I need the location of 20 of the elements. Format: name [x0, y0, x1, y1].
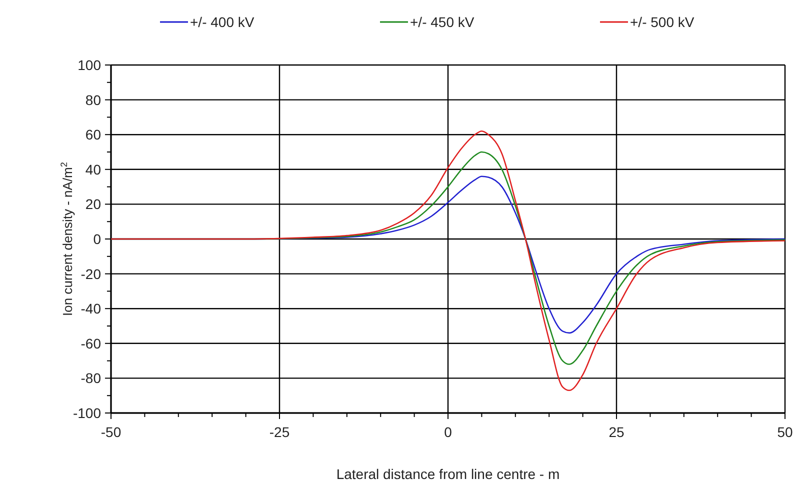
y-tick-label: 20 — [85, 196, 102, 212]
x-tick-label: 0 — [444, 424, 452, 440]
x-tick-label: 25 — [608, 424, 624, 440]
y-tick-label: 0 — [93, 231, 102, 247]
y-tick-label: -20 — [80, 266, 102, 282]
y-tick-label: 100 — [78, 57, 102, 73]
y-tick-label: 60 — [85, 126, 102, 143]
x-tick-label: -50 — [100, 424, 122, 440]
x-axis-title: Lateral distance from line centre - m — [336, 466, 560, 482]
y-tick-label: -100 — [72, 405, 102, 421]
y-tick-label: -60 — [80, 335, 102, 352]
x-tick-label: -25 — [269, 424, 290, 440]
legend-label: +/- 500 kV — [630, 14, 695, 30]
y-tick-label: 80 — [85, 92, 102, 108]
y-tick-label: -80 — [80, 370, 102, 386]
legend-label: +/- 400 kV — [190, 14, 255, 30]
x-tick-label: 50 — [777, 424, 793, 440]
legend-label: +/- 450 kV — [410, 14, 475, 30]
y-tick-label: 40 — [85, 161, 102, 178]
y-tick-label: -40 — [80, 300, 102, 317]
